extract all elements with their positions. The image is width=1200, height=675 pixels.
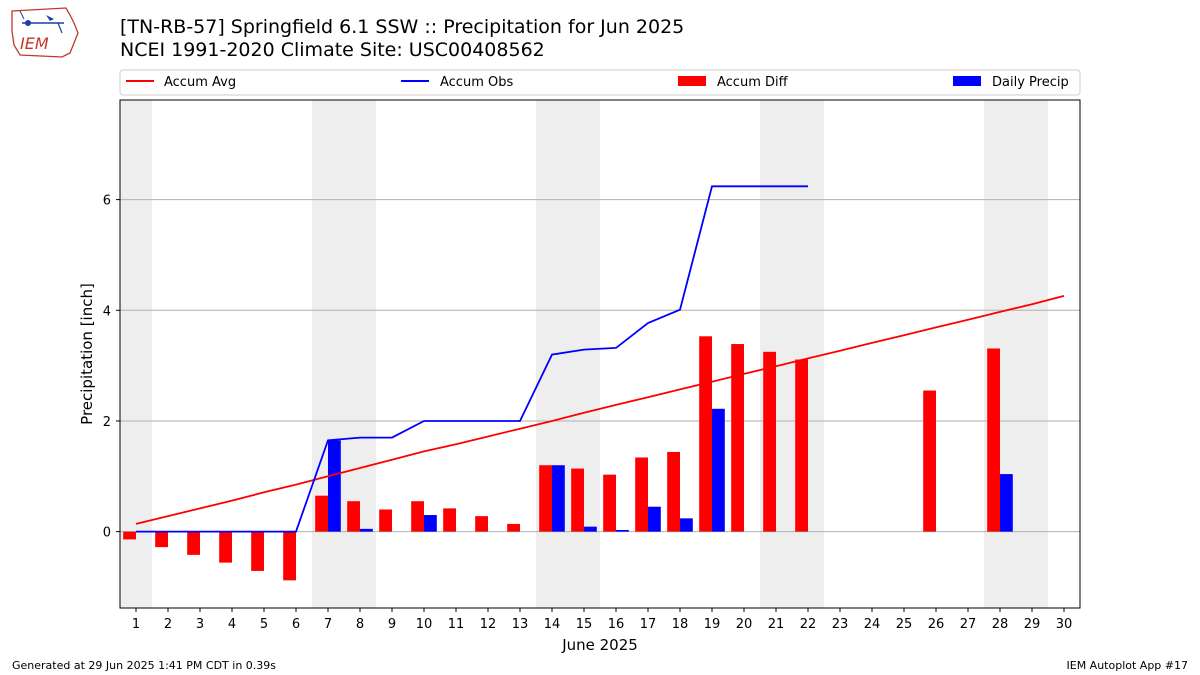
y-tick-label-6: 6	[103, 194, 111, 209]
x-tick-label-22: 22	[800, 617, 817, 632]
iem-logo: IEM	[11, 7, 79, 58]
y-axis-ticks: 0 2 4 6	[103, 194, 120, 541]
chart-subtitle: NCEI 1991-2020 Climate Site: USC00408562	[120, 39, 545, 61]
plot-frame	[119, 99, 1081, 609]
accum-diff-bar-day-14	[539, 465, 552, 532]
accum-diff-bar-day-12	[475, 516, 488, 532]
accum-diff-bar-day-6	[283, 531, 296, 581]
chart-title: [TN-RB-57] Springfield 6.1 SSW :: Precip…	[120, 16, 685, 38]
legend-diff-label: Accum Diff	[717, 75, 789, 90]
weekend-band-day-29	[1016, 100, 1048, 608]
accum-diff-bar-day-10	[411, 501, 424, 532]
x-tick-label-25: 25	[896, 617, 913, 632]
x-tick-label-17: 17	[640, 617, 657, 632]
legend-diff-swatch	[678, 76, 706, 86]
x-tick-label-10: 10	[416, 617, 433, 632]
x-tick-label-26: 26	[928, 617, 945, 632]
x-tick-label-1: 1	[132, 617, 140, 632]
x-tick-label-2: 2	[164, 617, 172, 632]
x-tick-label-15: 15	[576, 617, 593, 632]
accum-diff-bar-day-22	[795, 359, 808, 532]
lines	[135, 185, 1065, 533]
legend-frame	[119, 69, 1081, 96]
x-tick-label-4: 4	[228, 617, 236, 632]
accum-diff-bar-day-3	[187, 531, 200, 555]
x-tick-label-3: 3	[196, 617, 204, 632]
x-tick-label-28: 28	[992, 617, 1009, 632]
bars	[123, 336, 1013, 581]
accum-diff-bar-day-17	[635, 457, 648, 532]
legend-obs-label: Accum Obs	[440, 75, 513, 90]
accum-diff-bar-day-13	[507, 523, 520, 532]
accum-diff-bar-day-7	[315, 495, 328, 532]
daily-precip-bar-day-10	[424, 515, 437, 532]
x-tick-label-7: 7	[324, 617, 332, 632]
daily-precip-bar-day-28	[1000, 474, 1013, 532]
x-tick-label-23: 23	[832, 617, 849, 632]
x-tick-label-30: 30	[1056, 617, 1073, 632]
x-tick-label-13: 13	[512, 617, 529, 632]
x-tick-label-18: 18	[672, 617, 689, 632]
x-tick-label-16: 16	[608, 617, 625, 632]
x-tick-label-8: 8	[356, 617, 364, 632]
legend-daily-swatch	[953, 76, 981, 86]
accum-diff-bar-day-11	[443, 508, 456, 532]
daily-precip-bar-day-19	[712, 408, 725, 532]
x-tick-label-5: 5	[260, 617, 268, 632]
accum-diff-bar-day-4	[219, 531, 232, 563]
app-credit: IEM Autoplot App #17	[1066, 659, 1189, 672]
x-tick-label-9: 9	[388, 617, 396, 632]
legend-daily-label: Daily Precip	[992, 75, 1069, 90]
daily-precip-bar-day-16	[616, 529, 629, 532]
x-axis-label: June 2025	[561, 636, 638, 654]
x-tick-label-29: 29	[1024, 617, 1041, 632]
daily-precip-bar-day-14	[552, 465, 565, 532]
accum-diff-bar-day-28	[987, 348, 1000, 532]
daily-precip-bar-day-18	[680, 518, 693, 532]
accum-diff-bar-day-2	[155, 531, 168, 548]
accum-diff-bar-day-21	[763, 351, 776, 532]
daily-precip-bar-day-7	[328, 440, 341, 532]
x-tick-label-21: 21	[768, 617, 785, 632]
x-tick-label-6: 6	[292, 617, 300, 632]
accum-diff-bar-day-16	[603, 474, 616, 532]
legend: Accum Avg Accum Obs Accum Diff Daily Pre…	[119, 69, 1081, 96]
x-axis-ticks: 1 2 3 4 5 6 7 8 9 10 11 12 13 14 15 16 17 18 19 20 21 22 23 24 2…	[132, 608, 1072, 632]
daily-precip-bar-day-8	[360, 528, 373, 532]
x-tick-label-12: 12	[480, 617, 497, 632]
x-tick-label-20: 20	[736, 617, 753, 632]
accum-diff-bar-day-18	[667, 451, 680, 532]
accum-obs-line	[136, 185, 808, 533]
accum-diff-bar-day-19	[699, 336, 712, 532]
y-tick-label-2: 2	[103, 415, 111, 430]
accum-avg-line	[135, 295, 1065, 525]
y-axis-label: Precipitation [inch]	[78, 283, 96, 425]
accum-diff-bar-day-15	[571, 468, 584, 532]
x-tick-label-19: 19	[704, 617, 721, 632]
x-tick-label-24: 24	[864, 617, 881, 632]
daily-precip-bar-day-15	[584, 526, 597, 532]
x-tick-label-11: 11	[448, 617, 465, 632]
generated-timestamp: Generated at 29 Jun 2025 1:41 PM CDT in …	[12, 659, 277, 672]
accum-diff-bar-day-26	[923, 390, 936, 532]
y-tick-label-4: 4	[103, 304, 111, 319]
accum-diff-bar-day-1	[123, 531, 136, 540]
accum-diff-bar-day-8	[347, 501, 360, 532]
accum-diff-bar-day-20	[731, 344, 744, 532]
svg-text:IEM: IEM	[20, 34, 49, 53]
accum-diff-bar-day-9	[379, 509, 392, 532]
daily-precip-bar-day-17	[648, 506, 661, 532]
accum-diff-bar-day-5	[251, 531, 264, 571]
y-tick-label-0: 0	[103, 526, 111, 541]
x-tick-label-14: 14	[544, 617, 561, 632]
x-tick-label-27: 27	[960, 617, 977, 632]
legend-avg-label: Accum Avg	[164, 75, 236, 90]
